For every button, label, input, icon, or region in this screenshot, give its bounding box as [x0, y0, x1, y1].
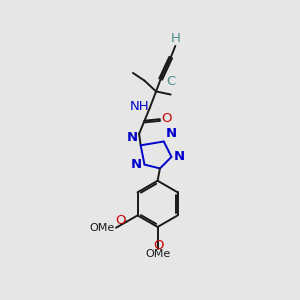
Text: NH: NH	[130, 100, 149, 113]
Text: OMe: OMe	[89, 223, 115, 233]
Text: OMe: OMe	[145, 249, 170, 259]
Text: O: O	[116, 214, 126, 227]
Text: C: C	[166, 75, 175, 88]
Text: N: N	[131, 158, 142, 171]
Text: H: H	[171, 32, 181, 45]
Text: O: O	[153, 238, 164, 251]
Text: N: N	[166, 127, 177, 140]
Text: N: N	[127, 131, 138, 144]
Text: O: O	[161, 112, 172, 125]
Text: N: N	[174, 150, 185, 164]
